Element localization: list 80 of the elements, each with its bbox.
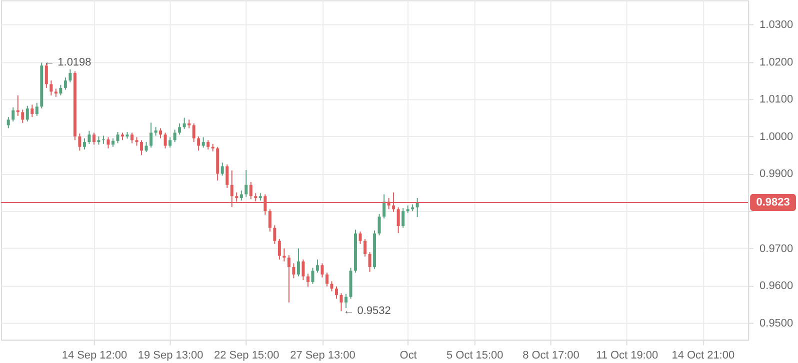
x-tick-label: Oct	[400, 349, 417, 362]
candlestick	[292, 262, 296, 279]
candlestick	[197, 136, 200, 152]
candlestick	[287, 254, 290, 303]
candlestick	[344, 293, 348, 309]
candlestick	[306, 273, 310, 288]
candlestick	[311, 267, 314, 284]
candlestick	[168, 136, 172, 148]
candlestick	[44, 63, 48, 88]
x-tick-label: 11 Oct 19:00	[596, 349, 658, 362]
candlestick	[278, 238, 281, 260]
candlestick	[192, 122, 196, 143]
y-tick-label: 0.9500	[760, 318, 794, 330]
y-tick-label: 1.0300	[760, 18, 794, 31]
candlestick	[140, 140, 144, 156]
candlestick	[35, 102, 38, 116]
x-tick-label: 14 Oct 21:00	[672, 349, 735, 362]
y-tick-label: 1.0200	[760, 56, 794, 68]
candlestick	[159, 128, 162, 139]
annotation: ← 1.0198	[44, 56, 92, 69]
candlestick	[244, 170, 248, 198]
x-tick-label: 27 Sep 13:00	[290, 349, 356, 362]
candlestick	[82, 138, 86, 150]
y-tick-label: 0.9900	[760, 168, 794, 180]
candlestick	[249, 181, 252, 200]
candlestick	[206, 140, 210, 150]
candlestick	[21, 109, 24, 124]
candlestick	[130, 132, 134, 144]
candlestick	[240, 190, 243, 202]
candlestick	[88, 130, 91, 144]
candlestick	[226, 164, 229, 188]
candlestick	[302, 259, 305, 281]
candlestick	[150, 122, 153, 148]
candlestick	[416, 198, 419, 218]
candlestick	[182, 117, 186, 130]
candlestick	[364, 238, 367, 258]
y-tick-label: 1.0000	[760, 130, 794, 143]
candlestick	[334, 286, 338, 300]
candlestick	[273, 224, 276, 244]
x-tick-label: 8 Oct 17:00	[522, 349, 580, 362]
candlestick	[325, 272, 328, 287]
candlestick	[220, 162, 224, 176]
candlestick	[320, 262, 324, 278]
candlestick	[178, 122, 182, 136]
candlestick	[378, 214, 381, 236]
annotation: ← 0.9532	[343, 305, 391, 318]
candlestick	[92, 132, 96, 146]
candlestick	[64, 76, 67, 90]
candlestick	[116, 131, 120, 144]
candlestick	[402, 208, 405, 228]
candlestick	[68, 68, 72, 83]
candlestick	[12, 106, 15, 122]
candlestick	[382, 194, 386, 220]
x-tick-label: 19 Sep 13:00	[138, 349, 204, 362]
candlestick	[6, 116, 10, 129]
x-tick-label: 14 Sep 12:00	[62, 349, 128, 362]
candlestick	[106, 136, 110, 149]
candlestick	[316, 259, 319, 274]
x-tick-label: 22 Sep 15:00	[214, 349, 280, 362]
candlestick	[164, 132, 167, 149]
candlestick	[330, 280, 334, 292]
candlestick	[26, 105, 29, 122]
candlestick	[396, 206, 400, 234]
candlestick	[358, 231, 362, 244]
candlestick	[144, 142, 148, 153]
candlestick	[30, 104, 34, 118]
candlestick	[78, 132, 82, 152]
candlestick	[50, 80, 53, 96]
candlestick	[173, 129, 176, 143]
candlestick	[59, 84, 62, 96]
candlestick	[340, 292, 343, 312]
candlestick	[296, 248, 300, 277]
y-tick-label: 1.0100	[760, 94, 794, 106]
y-tick-label: 0.9700	[760, 242, 794, 255]
ref-line-label: 0.9823	[756, 196, 790, 208]
candlestick	[368, 252, 372, 272]
candlestick	[202, 136, 205, 148]
y-tick-label: 0.9600	[760, 280, 794, 292]
x-tick-label: 5 Oct 15:00	[446, 349, 504, 362]
candlestick	[268, 208, 272, 232]
